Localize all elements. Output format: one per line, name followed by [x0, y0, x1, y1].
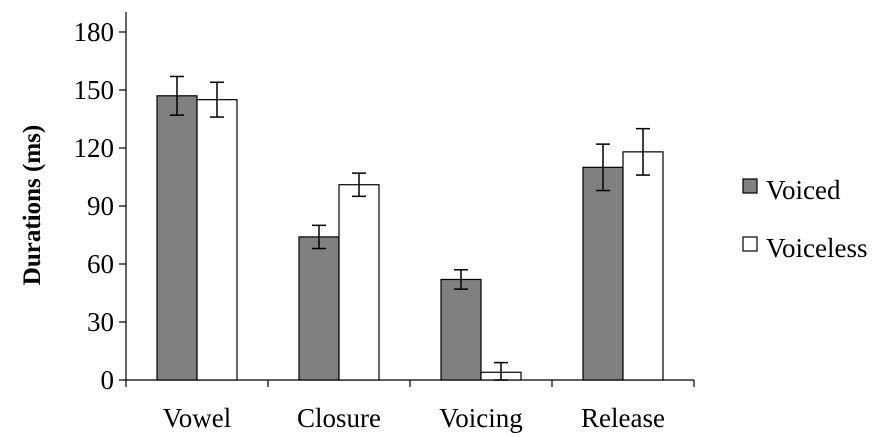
bar-voiced-release — [582, 166, 624, 381]
bar-voiceless-closure — [338, 184, 380, 381]
x-tick-label: Voicing — [439, 403, 523, 433]
y-tick-label: 120 — [74, 133, 115, 163]
legend-label-voiceless: Voiceless — [766, 233, 868, 263]
y-tick-label: 0 — [101, 365, 115, 395]
x-tick-label: Vowel — [163, 403, 232, 433]
bar-voiceless-release — [622, 151, 664, 381]
y-tick-label: 60 — [87, 249, 114, 279]
plot-area: 0 30 60 90 120 150 180 Vowel Closure Voicing Relea… — [74, 12, 695, 433]
legend-swatch-voiced — [742, 178, 758, 194]
x-tick-label: Closure — [297, 403, 381, 433]
y-axis-label: Durations (ms) — [19, 125, 46, 285]
x-tick-label: Release — [581, 403, 665, 433]
bar-voiced-vowel — [156, 95, 198, 381]
y-tick-label: 90 — [87, 191, 114, 221]
bar-voiced-voicing — [440, 278, 482, 381]
bar-voiced-closure — [298, 236, 340, 381]
legend-swatch-voiceless — [742, 236, 758, 252]
legend-label-voiced: Voiced — [766, 175, 841, 205]
y-tick-label: 30 — [87, 307, 114, 337]
legend: Voiced Voiceless — [742, 175, 868, 263]
bar-voiceless-vowel — [196, 99, 238, 381]
y-tick-label: 180 — [74, 17, 115, 47]
y-tick-label: 150 — [74, 75, 115, 105]
